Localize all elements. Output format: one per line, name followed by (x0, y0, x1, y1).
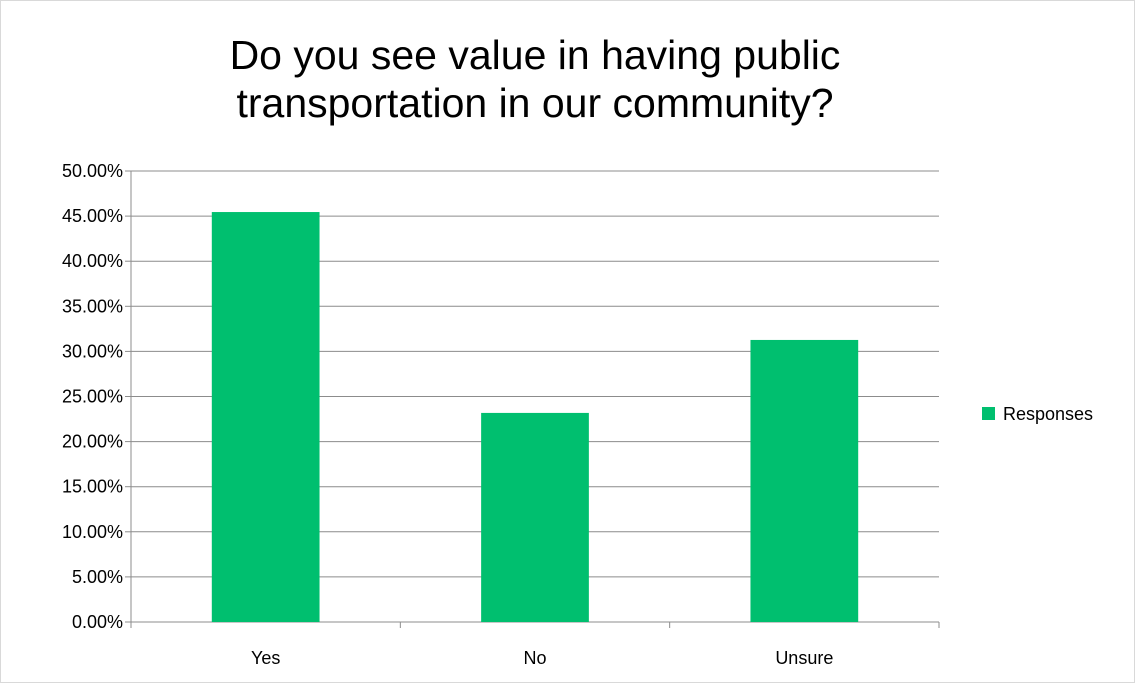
bar-yes (211, 212, 320, 622)
chart-title: Do you see value in having public transp… (229, 32, 841, 126)
y-tick-label: 35.00% (62, 296, 123, 316)
y-tick-label: 30.00% (62, 341, 123, 361)
y-tick-label: 25.00% (62, 387, 123, 407)
axis-labels: 0.00% 5.00% 10.00% 15.00% 20.00% 25.00% 30.00%… (62, 161, 833, 668)
y-tick-label: 45.00% (62, 206, 123, 226)
bar-no (481, 412, 589, 622)
y-tick-label: 20.00% (62, 432, 123, 452)
y-tick-label: 10.00% (62, 522, 123, 542)
legend: Responses (982, 404, 1093, 424)
y-tick-label: 5.00% (72, 567, 123, 587)
y-tick-label: 15.00% (62, 477, 123, 497)
legend-label: Responses (1003, 404, 1093, 424)
x-category-label: No (523, 648, 546, 668)
bar-unsure (750, 339, 859, 622)
y-tick-label: 0.00% (72, 612, 123, 632)
bars (211, 212, 859, 622)
y-tick-label: 40.00% (62, 251, 123, 271)
y-tick-label: 50.00% (62, 161, 123, 181)
x-category-label: Unsure (775, 648, 833, 668)
x-category-label: Yes (251, 648, 280, 668)
legend-swatch (982, 407, 995, 420)
